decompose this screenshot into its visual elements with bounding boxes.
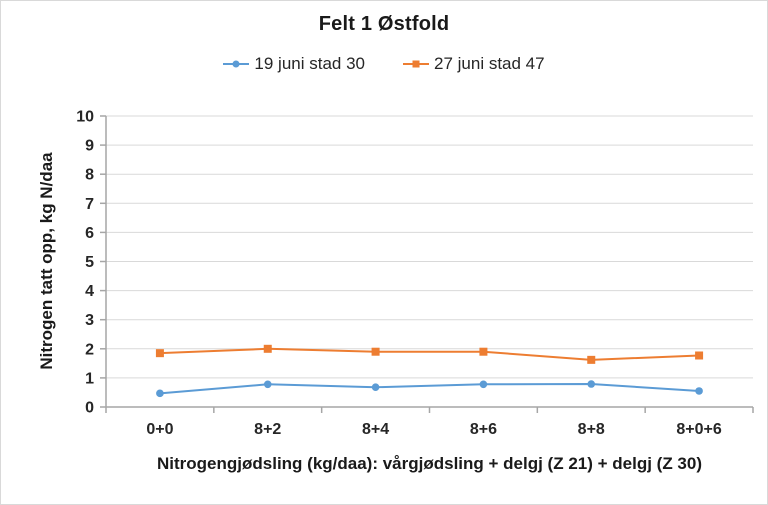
y-tick-label: 9 xyxy=(85,138,94,155)
data-point-marker xyxy=(155,349,164,358)
series-line-0 xyxy=(159,383,700,395)
series-line-1 xyxy=(159,347,700,361)
y-tick-label: 8 xyxy=(85,167,94,184)
x-tick-label: 8+0+6 xyxy=(676,421,721,438)
legend-square-marker-icon xyxy=(403,58,429,70)
legend-item-1: 27 juni stad 47 xyxy=(403,54,545,74)
x-tick-label: 8+6 xyxy=(470,421,497,438)
data-point-marker xyxy=(587,355,596,364)
x-tick-label: 8+8 xyxy=(578,421,605,438)
legend-label: 19 juni stad 30 xyxy=(254,54,365,73)
x-tick-label: 8+4 xyxy=(362,421,389,438)
y-tick-label: 10 xyxy=(76,109,94,126)
data-point-marker xyxy=(371,347,380,356)
legend-label: 27 juni stad 47 xyxy=(434,54,545,73)
data-point-marker xyxy=(695,351,704,360)
data-point-marker xyxy=(587,380,596,388)
x-tick-label: 8+2 xyxy=(254,421,281,438)
y-tick-label: 2 xyxy=(85,341,94,358)
chart-title: Felt 1 Østfold xyxy=(318,13,450,35)
data-point-marker xyxy=(263,344,272,353)
y-tick-label: 6 xyxy=(85,225,94,242)
y-tick-label: 5 xyxy=(85,254,94,271)
legend-circle-marker-icon xyxy=(223,58,250,70)
legend-item-0: 19 juni stad 30 xyxy=(223,54,365,74)
data-point-marker xyxy=(479,380,488,389)
data-point-marker xyxy=(479,347,488,356)
y-tick-label: 3 xyxy=(85,312,94,329)
y-tick-label: 7 xyxy=(85,196,94,213)
x-tick-label: 0+0 xyxy=(146,421,173,438)
y-tick-label: 4 xyxy=(85,283,94,300)
y-tick-label: 1 xyxy=(85,370,94,387)
data-point-marker xyxy=(695,387,703,395)
x-axis-title: Nitrogengjødsling (kg/daa): vårgjødsling… xyxy=(157,454,702,473)
y-tick-label: 0 xyxy=(85,400,94,417)
data-point-marker xyxy=(263,380,272,389)
data-point-marker xyxy=(371,383,380,392)
data-point-marker xyxy=(156,389,164,398)
y-axis-title: Nitrogen tatt opp, kg N/daa xyxy=(37,152,56,370)
legend: 19 juni stad 30 27 juni stad 47 xyxy=(1,54,767,74)
